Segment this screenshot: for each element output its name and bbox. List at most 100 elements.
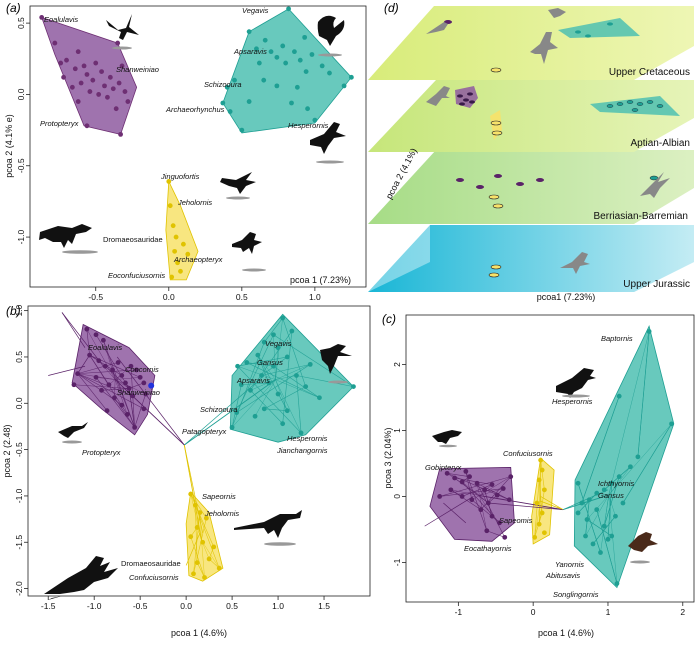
y-tick-label: -1.5 — [14, 535, 24, 550]
taxon-label: Hesperornis — [288, 121, 329, 130]
taxon-label: Vegavis — [265, 339, 292, 348]
data-point — [669, 421, 674, 426]
data-point — [99, 388, 104, 393]
data-point — [188, 492, 193, 497]
data-point — [105, 408, 110, 413]
dinosaur-silhouette-icon — [39, 224, 98, 254]
data-point — [262, 406, 267, 411]
data-point — [271, 332, 276, 337]
convex-hull — [574, 326, 673, 587]
data-point — [320, 64, 325, 69]
y-tick-label: 0.0 — [16, 88, 26, 100]
y-tick-label: 2 — [392, 362, 402, 367]
x-tick-label: 1.0 — [272, 601, 284, 611]
taxon-label: Archaeopteryx — [173, 255, 223, 264]
y-tick-label: 0.0 — [14, 397, 24, 409]
data-point — [87, 89, 92, 94]
data-point — [115, 41, 120, 46]
panel-c-label: (c) — [382, 312, 396, 326]
data-point — [247, 99, 252, 104]
data-point — [171, 223, 176, 228]
data-point — [542, 487, 547, 492]
data-point — [235, 364, 240, 369]
data-point — [263, 38, 268, 43]
data-point — [96, 358, 101, 363]
data-point — [141, 406, 146, 411]
data-point — [200, 540, 205, 545]
taxon-label: Ichthyornis — [598, 479, 635, 488]
data-point — [508, 474, 513, 479]
y-tick-label: 1.0 — [14, 304, 24, 316]
data-point — [118, 132, 123, 137]
data-point — [119, 373, 124, 378]
data-point — [84, 327, 89, 332]
data-point — [257, 61, 262, 66]
convex-hull — [72, 325, 155, 435]
data-point — [76, 99, 81, 104]
taxon-label: Gansus — [598, 491, 624, 500]
taxon-label: Sapeornis — [202, 492, 236, 501]
data-point — [482, 487, 487, 492]
x-tick-label: 0.5 — [226, 601, 238, 611]
data-point — [87, 353, 92, 358]
data-point — [285, 355, 290, 360]
x-tick-label: -1.5 — [41, 601, 56, 611]
data-point — [94, 375, 99, 380]
y-tick-label: 0.5 — [14, 351, 24, 363]
data-point — [452, 476, 457, 481]
data-point — [486, 501, 491, 506]
taxon-label: Jeholornis — [204, 509, 239, 518]
data-point — [117, 81, 122, 86]
taxon-label: Gobipteryx — [425, 463, 462, 472]
data-point — [195, 525, 200, 530]
plot-b-x-label: pcoa 1 (4.6%) — [171, 628, 227, 638]
y-tick-label: -0.5 — [14, 442, 24, 457]
phylogeny-branch — [62, 312, 85, 347]
taxon-label: Dromaeosauridae — [121, 559, 181, 568]
data-point — [317, 395, 322, 400]
data-point — [615, 581, 620, 586]
data-point — [230, 425, 235, 430]
data-point — [478, 507, 483, 512]
data-point — [90, 78, 95, 83]
data-point — [96, 92, 101, 97]
data-point — [72, 382, 77, 387]
data-point — [172, 249, 177, 254]
dinosaur-silhouette-icon — [234, 510, 302, 546]
taxon-label: Schizooura — [204, 80, 242, 89]
taxon-label: Yanornis — [555, 560, 584, 569]
taxon-label: Vegavis — [242, 6, 269, 15]
data-point — [276, 392, 281, 397]
data-point — [283, 61, 288, 66]
data-point — [308, 362, 313, 367]
data-point — [132, 425, 137, 430]
data-point — [198, 510, 203, 515]
data-point — [289, 329, 294, 334]
data-point — [537, 478, 542, 483]
data-point — [211, 544, 216, 549]
taxon-label: Songlingornis — [553, 590, 599, 599]
x-tick-label: -0.5 — [133, 601, 148, 611]
data-point — [58, 61, 63, 66]
data-point — [460, 480, 465, 485]
panel-a-label: (a) — [6, 1, 21, 15]
data-point — [169, 275, 174, 280]
taxon-label: Jeholornis — [177, 198, 212, 207]
data-point — [195, 560, 200, 565]
x-tick-label: 1 — [606, 607, 611, 617]
data-point — [174, 235, 179, 240]
data-point — [617, 394, 622, 399]
data-point — [351, 384, 356, 389]
x-tick-label: 0.0 — [163, 292, 175, 302]
taxon-label: Gansus — [257, 358, 283, 367]
data-point — [101, 338, 106, 343]
data-point — [587, 497, 592, 502]
x-tick-label: 0.5 — [236, 292, 248, 302]
data-point — [73, 66, 78, 71]
data-point — [105, 95, 110, 100]
data-point — [141, 381, 146, 386]
taxon-label: Apsaravis — [236, 376, 270, 385]
data-point — [298, 58, 303, 63]
